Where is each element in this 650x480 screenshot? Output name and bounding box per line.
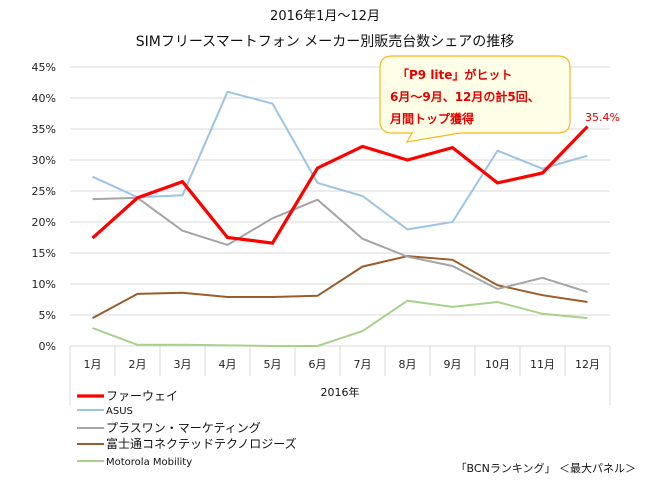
x-tick-label: 9月: [444, 358, 462, 371]
y-tick-label: 45%: [32, 61, 56, 74]
y-tick-label: 15%: [32, 247, 56, 260]
source-note: 「BCNランキング」 ＜最大パネル＞: [456, 461, 636, 475]
y-tick-label: 30%: [32, 154, 56, 167]
series-line-1: [92, 90, 588, 231]
y-tick-label: 10%: [32, 278, 56, 291]
chart-title: 2016年1月～12月: [270, 9, 380, 24]
x-tick-label: 1月: [84, 358, 102, 371]
y-tick-label: 25%: [32, 185, 56, 198]
series-line-3: [92, 255, 588, 319]
callout: 「P9 lite」がヒット 6月～9月、12月の計5回、 月間トップ獲得: [379, 55, 571, 143]
series-line-4: [92, 299, 588, 347]
callout-line-2: 6月～9月、12月の計5回、: [390, 89, 540, 104]
legend-label: Motorola Mobility: [106, 457, 192, 468]
x-tick-label: 6月: [309, 358, 327, 371]
chart-subtitle: SIMフリースマートフォン メーカー別販売台数シェアの推移: [136, 34, 514, 50]
x-axis-label: 2016年: [321, 385, 360, 399]
y-tick-label: 5%: [39, 309, 56, 322]
y-tick-label: 35%: [32, 123, 56, 136]
callout-bubble: [379, 55, 571, 143]
x-tick-label: 8月: [399, 358, 417, 371]
legend-label: プラスワン・マーケティング: [106, 421, 261, 435]
callout-line-1: 「P9 lite」がヒット: [397, 67, 512, 82]
x-tick-label: 5月: [264, 358, 282, 371]
x-axis: 1月 2月 3月 4月 5月 6月 7月 8月 9月 10月 11月 12月: [69, 345, 611, 405]
data-label-huawei-dec: 35.4%: [585, 111, 620, 124]
series-line-2: [92, 196, 588, 294]
legend-label: ASUS: [106, 406, 133, 417]
x-tick-label: 7月: [354, 358, 372, 371]
callout-line-3: 月間トップ獲得: [389, 111, 474, 126]
y-tick-label: 40%: [32, 92, 56, 105]
series-lines: [91, 90, 589, 347]
y-tick-label: 0%: [39, 340, 56, 353]
series-line-0: [91, 125, 589, 245]
legend-label: ファーウェイ: [106, 389, 178, 403]
x-tick-label: 12月: [575, 358, 600, 371]
x-tick-label: 4月: [219, 358, 237, 371]
x-tick-label: 3月: [174, 358, 192, 371]
x-tick-label: 10月: [485, 358, 510, 371]
x-tick-label: 2月: [129, 358, 147, 371]
legend-label: 富士通コネクテッドテクノロジーズ: [106, 436, 297, 451]
y-axis-ticks: 0% 5% 10% 15% 20% 25% 30% 35% 40% 45%: [32, 61, 56, 353]
y-tick-label: 20%: [32, 216, 56, 229]
x-tick-label: 11月: [530, 358, 555, 371]
